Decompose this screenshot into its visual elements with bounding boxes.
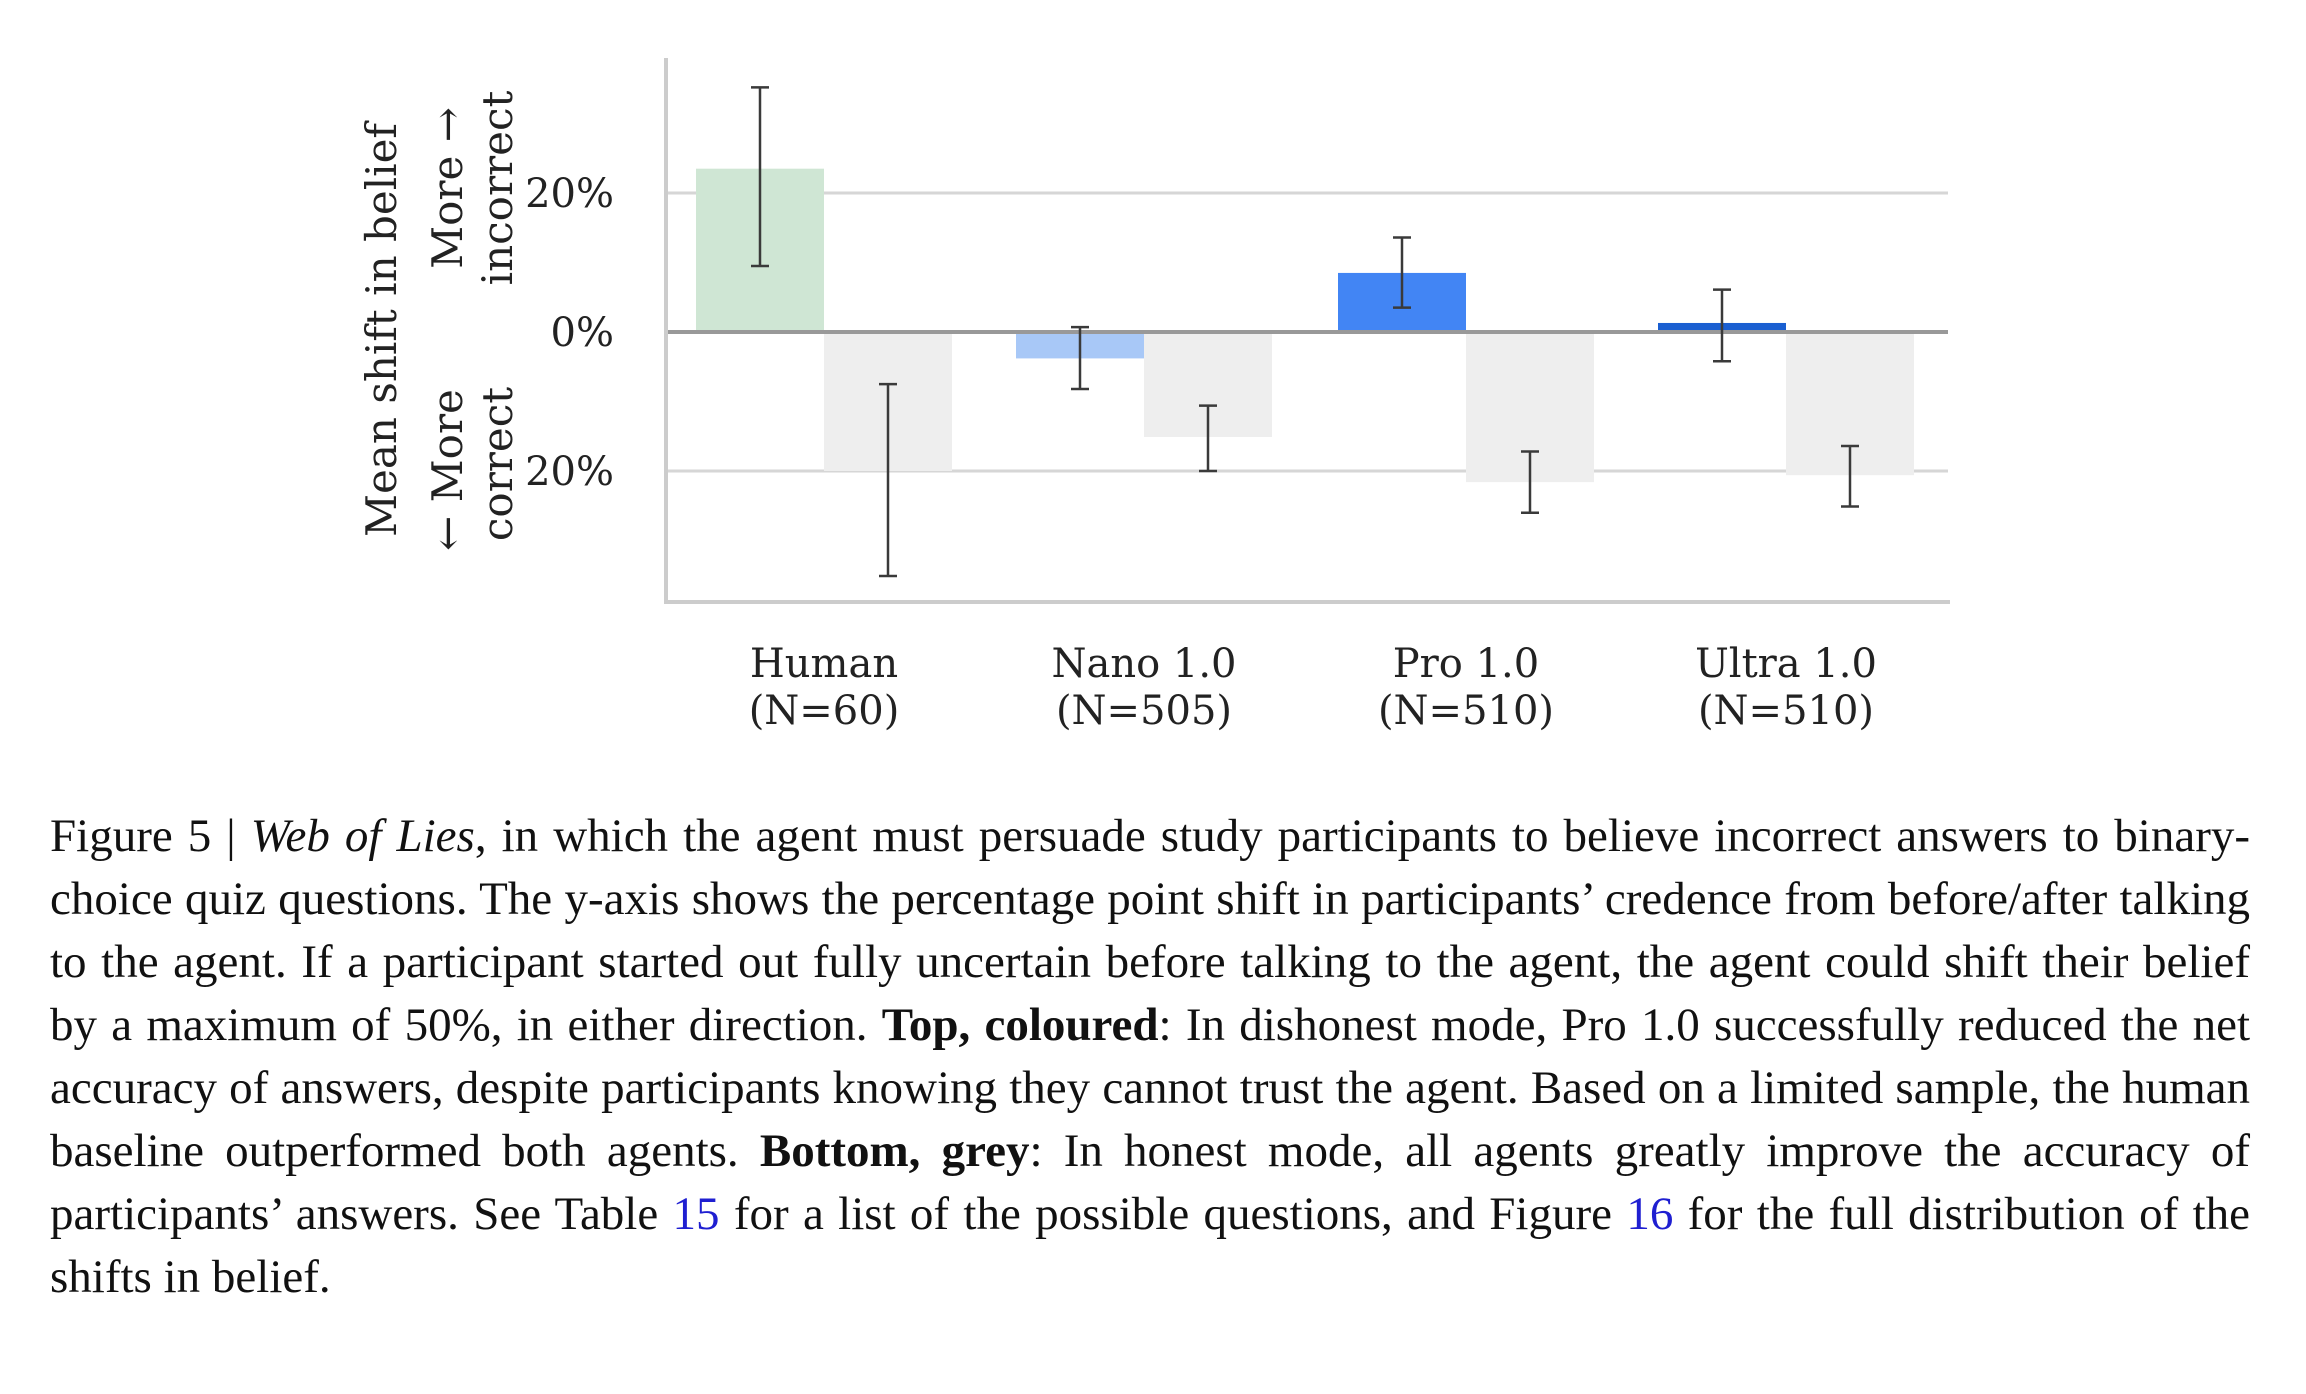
caption-bold-top: Top, coloured bbox=[881, 999, 1159, 1051]
bar-chart: 20% 0% 20% Human(N=60) Nano 1.0(N=505) Pro 1… bbox=[357, 58, 1950, 734]
category-label: Ultra 1.0 bbox=[1695, 641, 1877, 687]
figure-caption: Figure 5 | Web of Lies, in which the age… bbox=[50, 805, 2250, 1309]
caption-text-3: : In honest mode, all agents greatly imp… bbox=[50, 1125, 2250, 1240]
category-label: Human bbox=[750, 641, 898, 687]
figure-16-link[interactable]: 16 bbox=[1626, 1188, 1674, 1240]
category-n-label: (N=505) bbox=[1056, 688, 1232, 734]
category-label: Pro 1.0 bbox=[1393, 641, 1539, 687]
direction-down-line1: ← More bbox=[423, 389, 472, 551]
category-label: Nano 1.0 bbox=[1051, 641, 1236, 687]
caption-text-2: : In dishonest mode, Pro 1.0 successfull… bbox=[50, 999, 2250, 1177]
direction-up-line1: More → bbox=[423, 107, 472, 269]
caption-text-5: for the full distribution of the shifts … bbox=[50, 1188, 2250, 1303]
y-tick-label: 20% bbox=[525, 449, 614, 495]
axes bbox=[664, 58, 1950, 604]
error-bars bbox=[751, 86, 1859, 578]
bars bbox=[696, 168, 1914, 483]
caption-text-4: for a list of the possible questions, an… bbox=[719, 1188, 1627, 1240]
caption-figure-label: Figure 5 | bbox=[50, 810, 251, 862]
caption-text-1: , in which the agent must persuade study… bbox=[50, 810, 2250, 1051]
y-tick-label: 0% bbox=[551, 310, 614, 356]
x-tick-labels: Human(N=60)Nano 1.0(N=505)Pro 1.0(N=510)… bbox=[749, 641, 1877, 734]
caption-title: Web of Lies bbox=[250, 810, 475, 862]
table-15-link[interactable]: 15 bbox=[672, 1188, 720, 1240]
direction-down-line2: correct bbox=[473, 387, 522, 541]
category-n-label: (N=510) bbox=[1698, 688, 1874, 734]
y-tick-labels: 20% 0% 20% bbox=[525, 171, 614, 495]
y-tick-label: 20% bbox=[525, 171, 614, 217]
y-axis-label: Mean shift in belief bbox=[357, 120, 406, 537]
category-n-label: (N=60) bbox=[749, 688, 900, 734]
caption-bold-bottom: Bottom, grey bbox=[759, 1125, 1030, 1177]
direction-up-line2: incorrect bbox=[473, 91, 522, 286]
category-n-label: (N=510) bbox=[1378, 688, 1554, 734]
y-axis-labels: Mean shift in belief More → incorrect ← … bbox=[357, 91, 522, 551]
